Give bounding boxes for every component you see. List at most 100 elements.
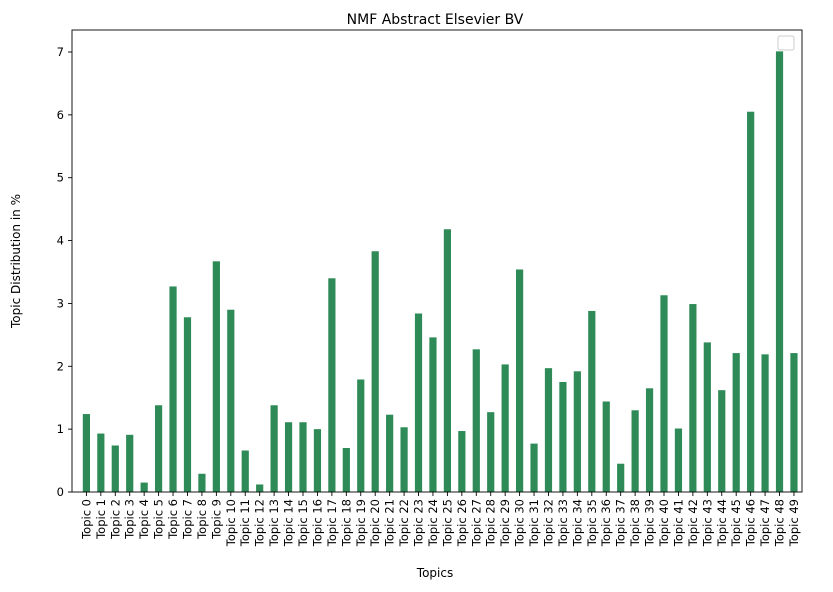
- x-tick-label: Topic 34: [570, 499, 584, 547]
- x-tick-label: Topic 10: [224, 499, 238, 547]
- bar: [198, 473, 206, 492]
- x-tick-label: Topic 4: [137, 499, 151, 540]
- bar: [357, 379, 365, 492]
- chart-title: NMF Abstract Elsevier BV: [347, 12, 524, 28]
- x-tick-label: Topic 23: [412, 499, 426, 547]
- x-tick-label: Topic 9: [209, 499, 223, 540]
- x-tick-label: Topic 44: [715, 499, 729, 547]
- bar: [313, 429, 322, 492]
- x-tick-label: Topic 41: [671, 499, 685, 547]
- bar: [155, 405, 163, 492]
- bar: [472, 349, 480, 492]
- x-tick-label: Topic 40: [657, 499, 671, 547]
- y-tick-label: 7: [57, 45, 64, 59]
- x-tick-label: Topic 37: [614, 499, 628, 547]
- bar: [689, 304, 697, 492]
- bar: [386, 414, 394, 492]
- bar: [703, 342, 711, 492]
- x-tick-label: Topic 39: [643, 499, 657, 547]
- bar: [111, 445, 119, 492]
- x-tick-label: Topic 49: [787, 499, 801, 547]
- x-tick-label: Topic 43: [700, 499, 714, 547]
- x-tick-label: Topic 36: [599, 499, 613, 547]
- legend-box: [777, 35, 795, 51]
- x-tick-label: Topic 48: [773, 499, 787, 547]
- plot-area-frame: [71, 29, 803, 493]
- bar: [761, 354, 769, 492]
- x-tick-label: Topic 29: [498, 499, 512, 547]
- bar: [126, 434, 134, 492]
- y-tick-label: 2: [57, 359, 64, 373]
- bar: [530, 443, 538, 492]
- bar: [414, 313, 423, 492]
- bar: [212, 261, 220, 492]
- x-tick-label: Topic 13: [267, 499, 281, 547]
- y-axis: 0 1 2 3 4 5 6 7: [57, 45, 72, 499]
- x-tick-label: Topic 12: [253, 499, 267, 547]
- bar: [169, 286, 177, 492]
- bar: [602, 401, 610, 492]
- x-tick-label: Topic 38: [628, 499, 642, 547]
- x-tick-label: Topic 15: [296, 499, 310, 547]
- bar: [97, 433, 105, 492]
- bar: [241, 450, 249, 492]
- x-tick-label: Topic 33: [556, 499, 570, 547]
- bar: [140, 482, 148, 492]
- x-tick-label: Topic 27: [469, 499, 483, 547]
- x-tick-label: Topic 6: [166, 499, 180, 540]
- x-axis: Topic 0 Topic 1 Topic 2 Topic 3 Topic 4 Topic…: [79, 492, 801, 547]
- x-tick-label: Topic 30: [513, 499, 527, 547]
- bar: [732, 353, 740, 492]
- x-tick-label: Topic 26: [455, 499, 469, 547]
- bar: [747, 111, 755, 492]
- bar: [299, 422, 307, 492]
- bar: [544, 368, 553, 492]
- bar: [516, 269, 524, 492]
- bar: [674, 428, 683, 492]
- bar: [270, 405, 278, 492]
- bar: [342, 448, 350, 492]
- bar: [775, 51, 784, 492]
- bar: [501, 364, 509, 492]
- x-tick-label: Topic 42: [686, 499, 700, 547]
- bar: [284, 422, 293, 492]
- x-tick-label: Topic 18: [339, 499, 353, 547]
- x-tick-label: Topic 2: [108, 499, 122, 540]
- x-tick-label: Topic 1: [94, 499, 108, 540]
- x-tick-label: Topic 7: [180, 499, 194, 540]
- x-tick-label: Topic 20: [368, 499, 382, 547]
- bar: [82, 414, 90, 492]
- bar: [631, 410, 639, 492]
- bar: [645, 388, 654, 492]
- x-tick-label: Topic 8: [195, 499, 209, 540]
- x-tick-label: Topic 35: [585, 499, 599, 547]
- x-tick-label: Topic 22: [397, 499, 411, 547]
- x-tick-label: Topic 46: [744, 499, 758, 547]
- bar: [458, 431, 466, 492]
- bar: [183, 317, 192, 492]
- bar: [227, 309, 235, 492]
- bar: [328, 278, 336, 492]
- x-tick-label: Topic 31: [527, 499, 541, 547]
- x-tick-label: Topic 21: [383, 499, 397, 547]
- x-tick-label: Topic 28: [484, 499, 498, 547]
- bar: [588, 310, 596, 492]
- bar: [443, 229, 451, 492]
- x-tick-label: Topic 32: [541, 499, 555, 547]
- bar: [487, 412, 495, 492]
- bar: [256, 484, 264, 492]
- x-tick-label: Topic 17: [325, 499, 339, 547]
- bar: [429, 337, 437, 492]
- x-tick-label: Topic 0: [79, 499, 93, 540]
- bar: [660, 295, 668, 492]
- bar: [371, 251, 379, 492]
- bars: [82, 51, 798, 492]
- bar: [559, 382, 567, 492]
- x-tick-label: Topic 45: [729, 499, 743, 547]
- x-tick-label: Topic 3: [123, 499, 137, 540]
- bar: [790, 353, 798, 492]
- x-tick-label: Topic 5: [152, 499, 166, 540]
- x-tick-label: Topic 19: [354, 499, 368, 547]
